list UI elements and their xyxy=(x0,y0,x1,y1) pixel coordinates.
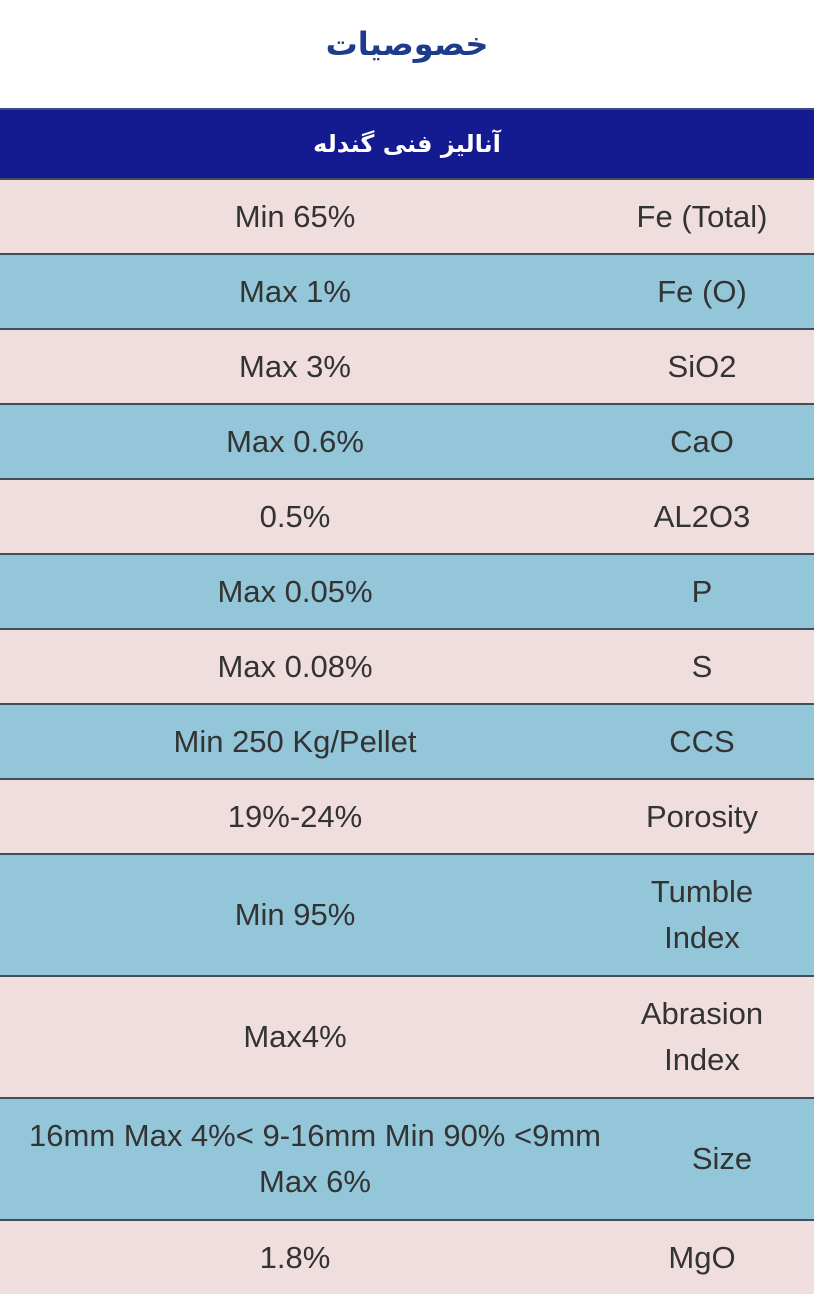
spec-property: SiO2 xyxy=(667,348,737,384)
table-row: 16mm Max 4%< 9-16mm Min 90% <9mm Max 6% S… xyxy=(0,1097,814,1219)
table-header: آنالیز فنی گندله xyxy=(0,108,814,178)
spec-value: Min 95% xyxy=(234,897,356,932)
spec-value: Min 65% xyxy=(234,198,356,234)
spec-property: MgO xyxy=(668,1239,736,1275)
table-row: Min 250 Kg/Pellet CCS xyxy=(0,703,814,778)
table-row: 0.5% AL2O3 xyxy=(0,478,814,553)
spec-property: Size xyxy=(691,1141,753,1176)
spec-property: Porosity xyxy=(646,798,758,834)
spec-property: Abrasion Index xyxy=(640,996,764,1077)
spec-property: P xyxy=(691,573,713,609)
spec-value: Min 250 Kg/Pellet xyxy=(173,723,417,759)
table-row: Max 3% SiO2 xyxy=(0,328,814,403)
spec-value: Max4% xyxy=(243,1019,347,1054)
spec-value: 1.8% xyxy=(259,1239,331,1275)
spec-value: 19%-24% xyxy=(227,798,363,834)
spec-property: Fe (Total) xyxy=(636,198,768,234)
table-row: Max 0.6% CaO xyxy=(0,403,814,478)
page-title: خصوصیات xyxy=(325,25,489,63)
spec-property: Fe (O) xyxy=(657,273,747,309)
table-row: Min 95% Tumble Index xyxy=(0,853,814,975)
spec-property: AL2O3 xyxy=(653,498,751,534)
spec-value: Max 0.05% xyxy=(217,573,373,609)
spec-property: S xyxy=(691,648,713,684)
spec-value: 16mm Max 4%< 9-16mm Min 90% <9mm Max 6% xyxy=(29,1118,601,1199)
table-row: Max 1% Fe (O) xyxy=(0,253,814,328)
spec-table: Min 65% Fe (Total) Max 1% Fe (O) Max 3% SiO2 M… xyxy=(0,178,814,1294)
table-row: Min 65% Fe (Total) xyxy=(0,178,814,253)
spec-value: Max 3% xyxy=(239,348,351,384)
spec-value: Max 1% xyxy=(239,273,351,309)
table-row: Max 0.08% S xyxy=(0,628,814,703)
spec-value: Max 0.6% xyxy=(226,423,364,459)
table-row: Max 0.05% P xyxy=(0,553,814,628)
spec-property: CaO xyxy=(670,423,734,459)
table-row: Max4% Abrasion Index xyxy=(0,975,814,1097)
table-row: 19%-24% Porosity xyxy=(0,778,814,853)
spec-value: Max 0.08% xyxy=(217,648,373,684)
table-row: 1.8% MgO xyxy=(0,1219,814,1294)
spec-property: Tumble Index xyxy=(650,874,754,955)
spec-value: 0.5% xyxy=(259,498,331,534)
spec-property: CCS xyxy=(669,723,735,759)
